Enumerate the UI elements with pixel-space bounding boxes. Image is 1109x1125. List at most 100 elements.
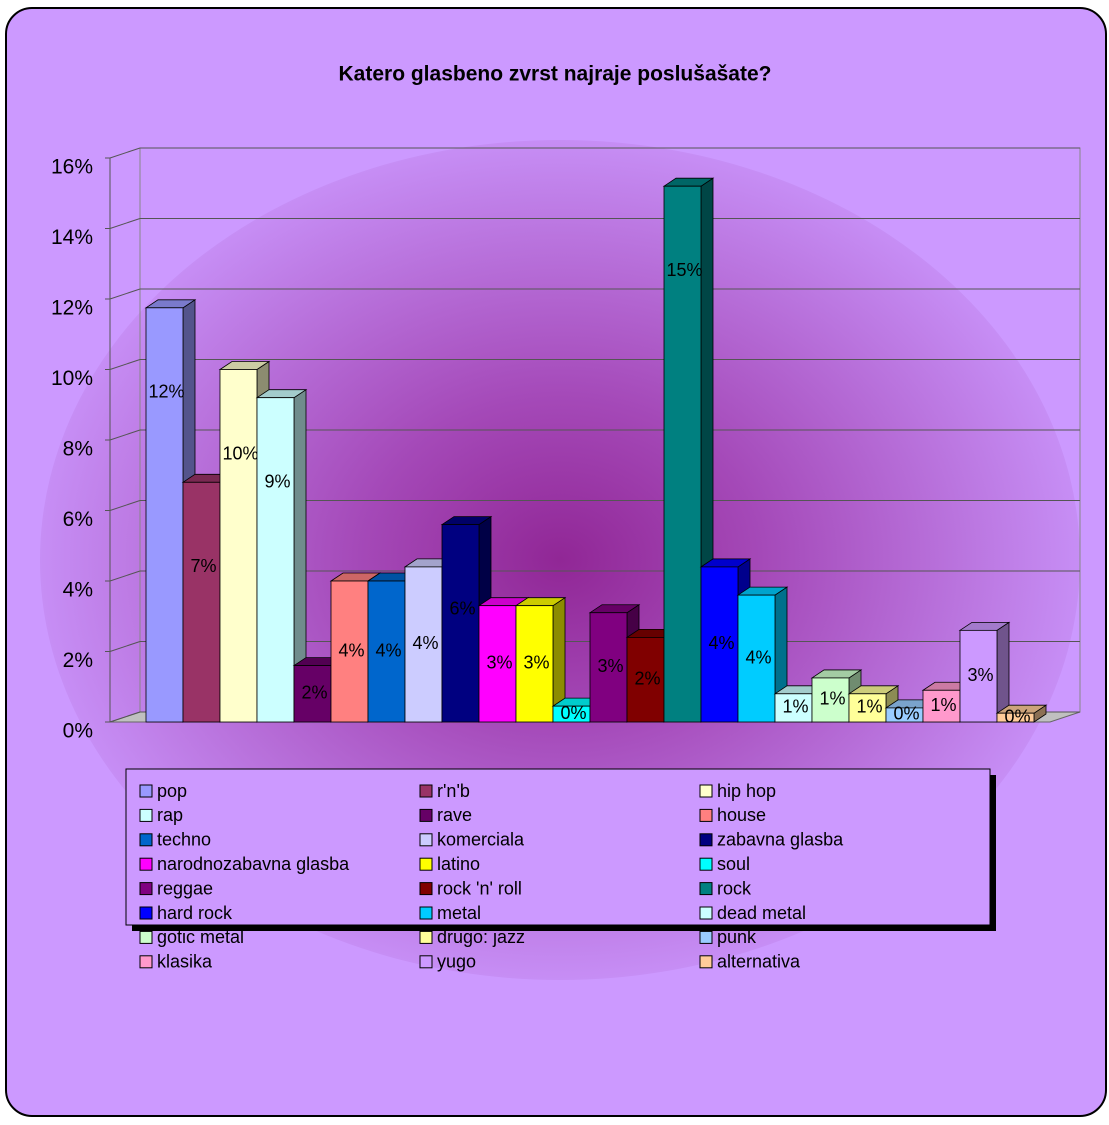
legend-swatch <box>139 882 153 896</box>
legend-swatch <box>419 930 433 944</box>
legend-label: gotic metal <box>157 927 244 947</box>
data-label: 1% <box>856 697 882 717</box>
legend-label: drugo: jazz <box>437 927 525 947</box>
data-label: 0% <box>1004 706 1030 726</box>
legend-label: punk <box>717 927 757 947</box>
grid-diagonal <box>109 359 141 370</box>
legend-swatch <box>139 906 153 920</box>
data-label: 1% <box>819 689 845 709</box>
data-label: 3% <box>486 653 512 673</box>
legend-swatch <box>139 930 153 944</box>
legend-label: hard rock <box>157 903 233 923</box>
legend-swatch <box>699 857 713 871</box>
legend-label: metal <box>437 903 481 923</box>
legend-swatch <box>699 833 713 847</box>
data-label: 0% <box>893 704 919 724</box>
legend-label: soul <box>717 854 750 874</box>
legend-label: rave <box>437 805 472 825</box>
legend-label: yugo <box>437 952 476 972</box>
bar <box>182 481 221 723</box>
bar <box>219 369 258 723</box>
y-tick-label: 12% <box>51 297 93 320</box>
legend-swatch <box>139 955 153 969</box>
data-label: 15% <box>666 260 702 280</box>
bar <box>959 629 998 723</box>
legend-swatch <box>699 784 713 798</box>
grid-diagonal <box>109 288 141 300</box>
bar <box>626 637 665 723</box>
legend-swatch <box>419 906 433 920</box>
data-label: 9% <box>264 471 290 491</box>
legend-swatch <box>699 930 713 944</box>
legend-label: house <box>717 805 766 825</box>
grid-diagonal <box>109 641 141 652</box>
data-label: 1% <box>782 697 808 717</box>
legend-swatch <box>699 955 713 969</box>
legend-swatch <box>139 808 153 822</box>
bar <box>811 677 850 723</box>
data-label: 4% <box>375 640 401 660</box>
legend-label: zabavna glasba <box>717 830 844 850</box>
y-tick-label: 0% <box>63 720 93 743</box>
data-label: 3% <box>597 656 623 676</box>
bar <box>256 397 295 723</box>
y-tick-label: 16% <box>51 156 93 179</box>
bar <box>848 693 887 723</box>
y-tick-label: 8% <box>63 438 93 461</box>
legend-label: komerciala <box>437 830 525 850</box>
grid-diagonal <box>109 218 141 229</box>
y-tick-label: 14% <box>51 226 93 249</box>
grid-diagonal <box>109 429 141 441</box>
grid-diagonal <box>109 570 141 582</box>
bar <box>515 605 554 723</box>
bar <box>737 594 776 723</box>
data-label: 0% <box>560 703 586 723</box>
data-label: 4% <box>745 647 771 667</box>
data-label: 3% <box>523 653 549 673</box>
bar <box>922 689 961 723</box>
y-tick-label: 10% <box>51 367 93 390</box>
legend-swatch <box>419 808 433 822</box>
data-label: 2% <box>634 668 660 688</box>
legend-label: narodnozabavna glasba <box>157 854 350 874</box>
data-label: 12% <box>148 382 184 402</box>
legend-label: techno <box>157 830 211 850</box>
y-tick-label: 6% <box>63 508 93 531</box>
bar <box>996 712 1035 723</box>
legend-swatch <box>419 784 433 798</box>
legend-swatch <box>699 882 713 896</box>
legend-label: rock <box>717 878 752 898</box>
data-label: 7% <box>190 556 216 576</box>
data-label: 10% <box>222 443 258 463</box>
legend-label: rap <box>157 805 183 825</box>
bar <box>293 665 332 723</box>
y-tick-label: 4% <box>63 579 93 602</box>
y-tick-label: 2% <box>63 649 93 672</box>
legend-label: dead metal <box>717 903 806 923</box>
legend-swatch <box>419 882 433 896</box>
data-label: 4% <box>708 633 734 653</box>
legend-label: r'n'b <box>437 781 470 801</box>
bar <box>589 612 628 723</box>
legend-swatch <box>139 857 153 871</box>
data-label: 4% <box>338 640 364 660</box>
legend-swatch <box>419 955 433 969</box>
grid-diagonal <box>109 500 141 511</box>
chart-title: Katero glasbeno zvrst najraje poslušašat… <box>339 63 772 86</box>
bar <box>330 580 369 723</box>
legend-label: klasika <box>157 952 213 972</box>
legend-label: latino <box>437 854 480 874</box>
bar <box>367 580 406 723</box>
legend-label: pop <box>157 781 187 801</box>
bar <box>145 307 184 723</box>
legend-swatch <box>139 833 153 847</box>
bar <box>774 693 813 723</box>
legend-label: rock 'n' roll <box>437 878 522 898</box>
legend-label: reggae <box>157 878 213 898</box>
bar <box>663 185 702 723</box>
legend-swatch <box>419 857 433 871</box>
legend-swatch <box>419 833 433 847</box>
data-label: 4% <box>412 633 438 653</box>
legend-label: hip hop <box>717 781 776 801</box>
